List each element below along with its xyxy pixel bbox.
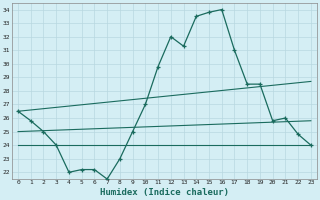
X-axis label: Humidex (Indice chaleur): Humidex (Indice chaleur) [100, 188, 229, 197]
